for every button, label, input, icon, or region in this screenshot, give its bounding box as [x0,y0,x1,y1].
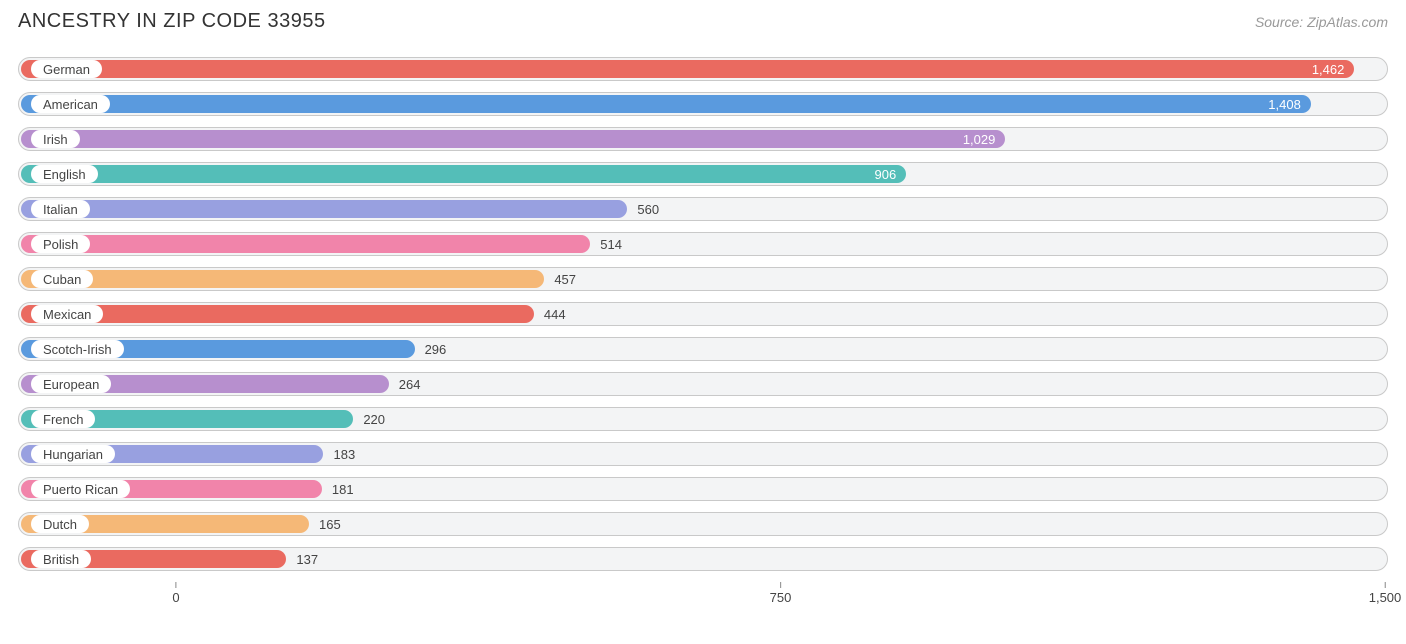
bar-label: Cuban [31,270,93,288]
bar-row: German1,462 [18,57,1388,81]
bar-label: Puerto Rican [31,480,130,498]
bar-label: British [31,550,91,568]
bar-row: Mexican 444 [18,302,1388,326]
bar-label: Italian [31,200,90,218]
bar-value: 296 [415,337,447,361]
x-axis: 07501,500 [18,582,1388,608]
chart-header: ANCESTRY IN ZIP CODE 33955 Source: ZipAt… [18,10,1388,33]
bar-value: 1,029 [21,127,1005,151]
bar-row: Hungarian 183 [18,442,1388,466]
bar-value: 906 [21,162,906,186]
tick-label: 0 [172,590,179,605]
axis-tick: 750 [770,582,792,605]
bar-label: Polish [31,235,90,253]
bar-label: European [31,375,111,393]
bar-label: French [31,410,95,428]
tick-label: 1,500 [1369,590,1402,605]
bar-fill [21,235,590,253]
bar-row: Scotch-Irish 296 [18,337,1388,361]
ancestry-chart: ANCESTRY IN ZIP CODE 33955 Source: ZipAt… [0,0,1406,616]
bar-row: English906 [18,162,1388,186]
bar-row: Dutch 165 [18,512,1388,536]
bar-value: 137 [286,547,318,571]
bar-label: Hungarian [31,445,115,463]
bar-row: Polish 514 [18,232,1388,256]
bar-value: 183 [323,442,355,466]
bar-value: 1,408 [21,92,1311,116]
bar-row: Puerto Rican 181 [18,477,1388,501]
bar-row: European 264 [18,372,1388,396]
bar-value: 264 [389,372,421,396]
bar-value: 444 [534,302,566,326]
tick-mark [1384,582,1385,588]
axis-tick: 0 [172,582,179,605]
bars-area: German1,462 American1,408 Irish1,029 Englis… [18,57,1388,571]
bar-row: Italian 560 [18,197,1388,221]
bar-fill [21,200,627,218]
chart-source: Source: ZipAtlas.com [1255,14,1388,30]
bar-value: 514 [590,232,622,256]
bar-value: 220 [353,407,385,431]
bar-row: American1,408 [18,92,1388,116]
chart-title: ANCESTRY IN ZIP CODE 33955 [18,10,326,33]
bar-row: Cuban 457 [18,267,1388,291]
bar-value: 1,462 [21,57,1354,81]
bar-row: French 220 [18,407,1388,431]
tick-label: 750 [770,590,792,605]
bar-label: Dutch [31,515,89,533]
bar-value: 457 [544,267,576,291]
bar-row: British 137 [18,547,1388,571]
bar-fill [21,270,544,288]
tick-mark [780,582,781,588]
bar-row: Irish1,029 [18,127,1388,151]
bar-label: Scotch-Irish [31,340,124,358]
bar-value: 560 [627,197,659,221]
bar-value: 181 [322,477,354,501]
bar-label: Mexican [31,305,103,323]
tick-mark [175,582,176,588]
bar-value: 165 [309,512,341,536]
axis-tick: 1,500 [1369,582,1402,605]
